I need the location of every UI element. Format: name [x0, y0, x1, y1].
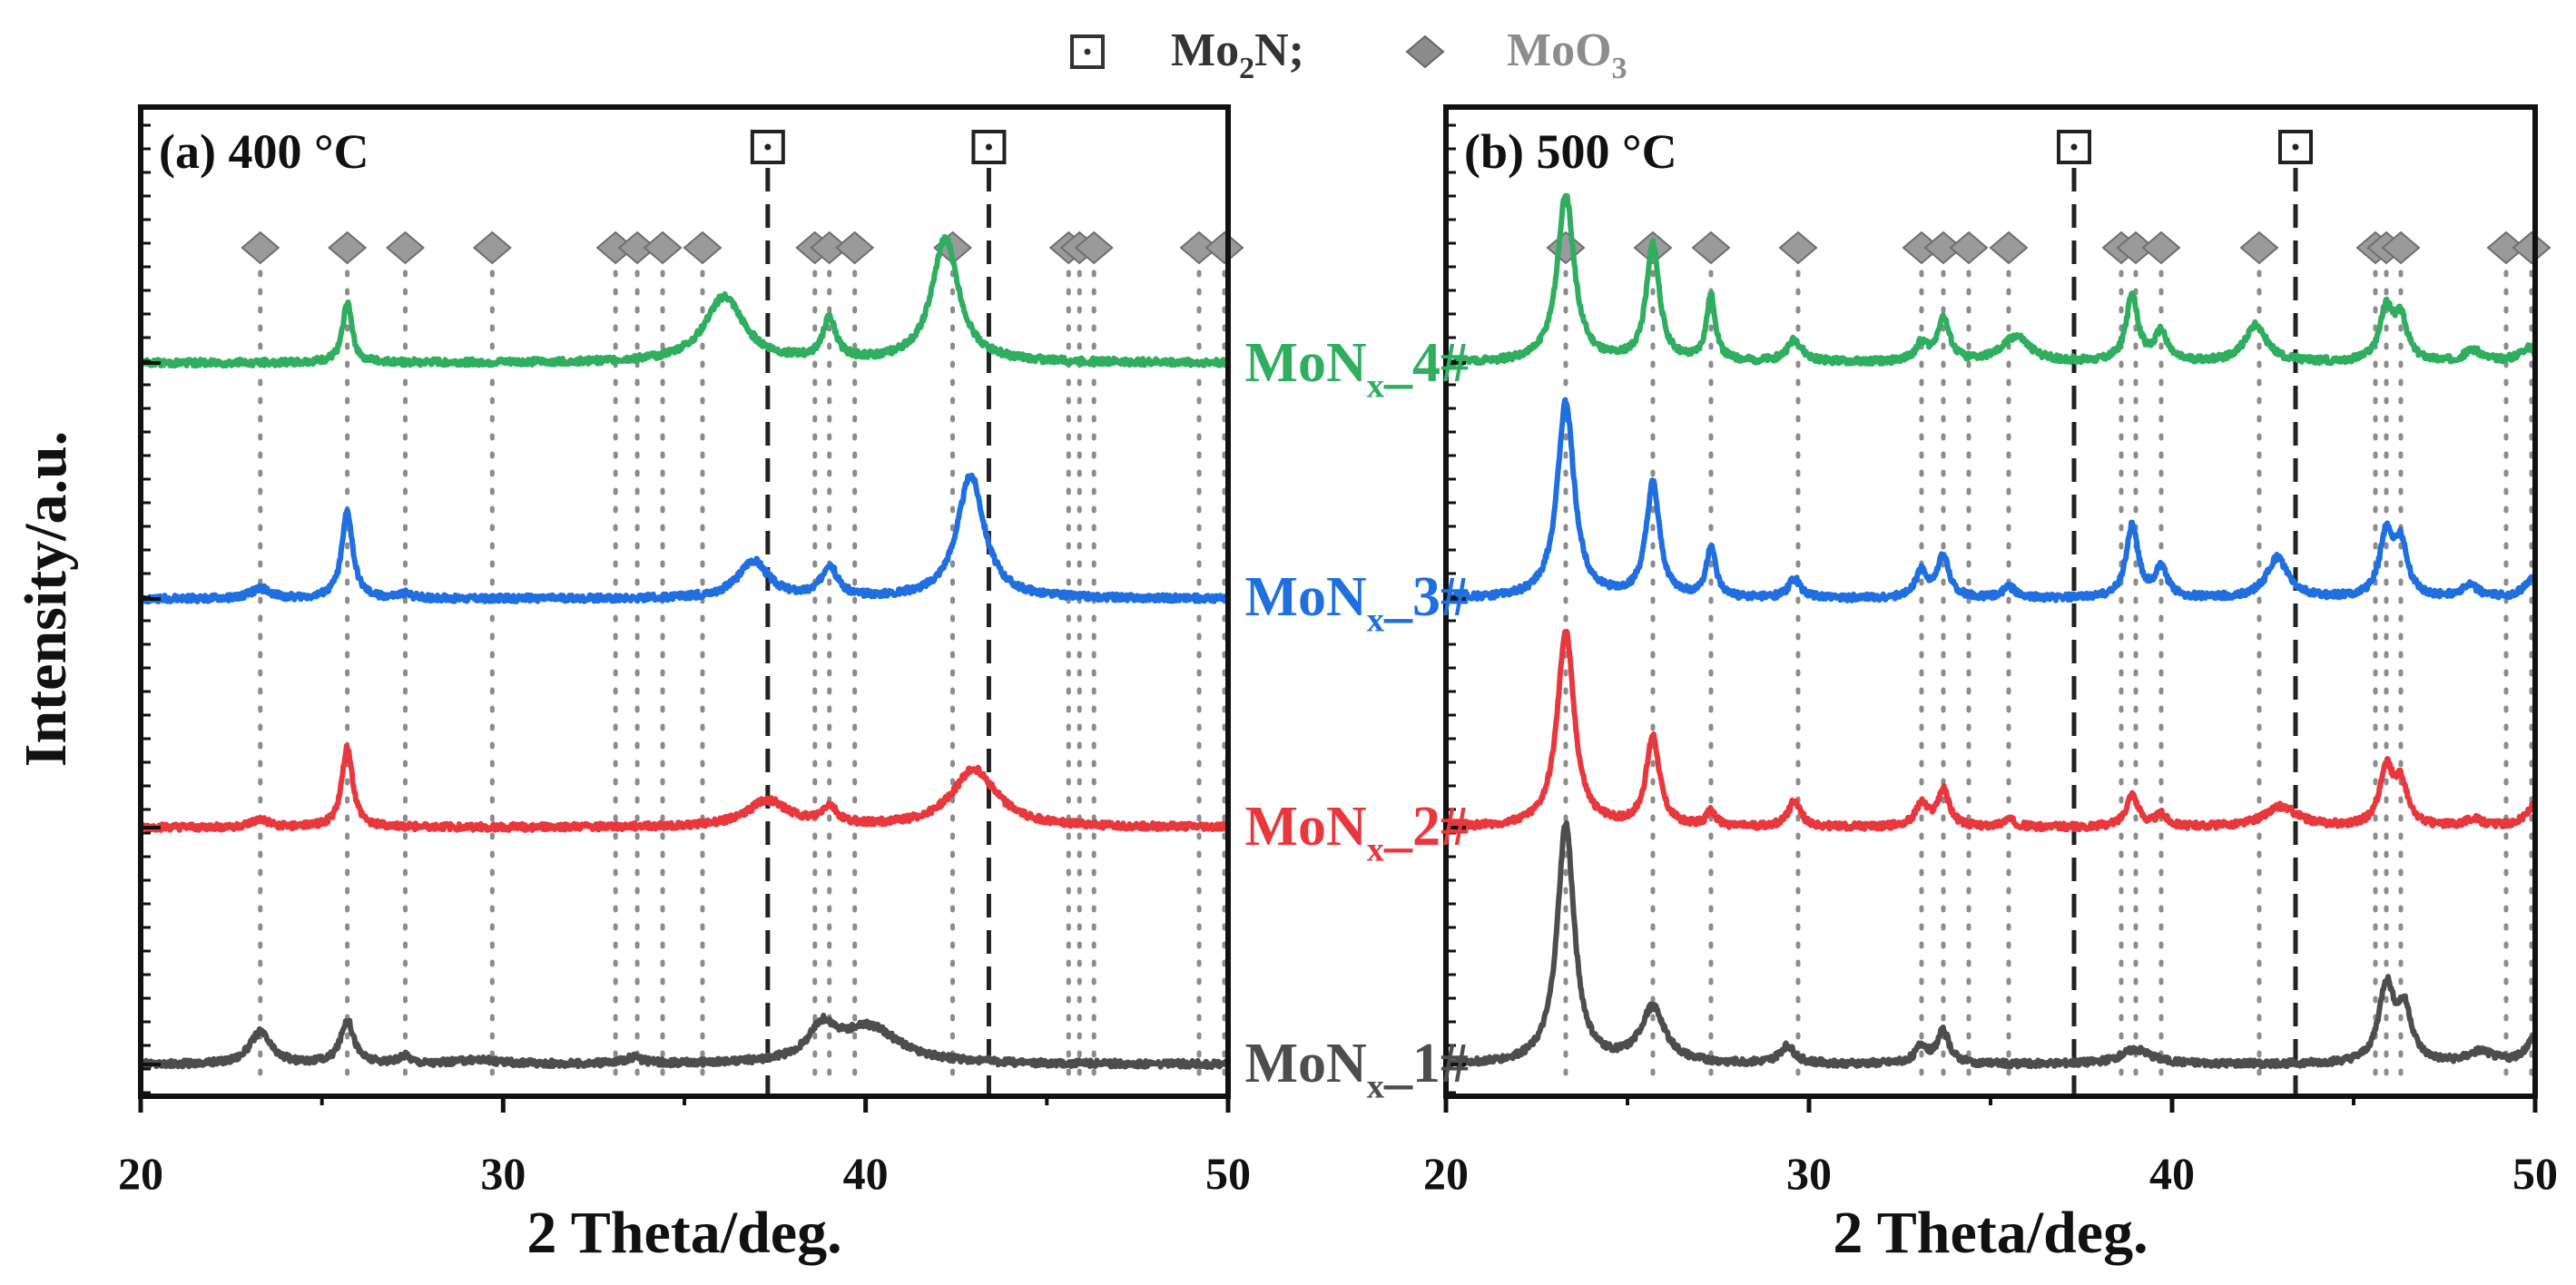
series-label-4-tail: _4#	[1383, 332, 1469, 394]
series-label-1: MoNx_1#	[1244, 1033, 1469, 1105]
y-axis-label: Intensity/a.u.	[13, 431, 79, 767]
series-label-3-sub: x	[1367, 601, 1384, 639]
series-line-MoNx_3#	[1443, 397, 2538, 603]
series-label-4: MoNx_4#	[1244, 332, 1469, 405]
series-label-3-tail: _3#	[1383, 566, 1469, 628]
series-label-2-sub: x	[1367, 830, 1384, 868]
moo3-diamond-marker	[2239, 231, 2279, 265]
x-tick-label: 20	[118, 1148, 163, 1199]
moo3-diamond-marker	[2141, 231, 2181, 265]
series-label-3-base: MoN	[1244, 566, 1366, 628]
moo3-diamond-marker	[1204, 231, 1244, 265]
series-label-1-tail: _1#	[1383, 1033, 1469, 1094]
mo2n-legend-label: Mo2N;	[1171, 25, 1304, 85]
moo3-diamond-marker	[2512, 231, 2551, 265]
mo2n-legend-marker	[1070, 34, 1105, 69]
moo3-diamond-marker	[2381, 231, 2421, 265]
mo2n-boxed-dot-marker	[750, 130, 785, 164]
moo3-base: MoO	[1507, 25, 1612, 76]
x-tick-label: 40	[2149, 1148, 2195, 1199]
series-label-4-sub: x	[1367, 367, 1384, 405]
series-label-2: MoNx_2#	[1244, 796, 1469, 868]
series-line-MoNx_4#	[1443, 192, 2538, 368]
mo2n-boxed-dot-marker	[2278, 130, 2313, 164]
moo3-legend-label: MoO3	[1507, 25, 1627, 85]
moo3-diamond-marker	[1691, 231, 1731, 265]
mo2n-boxed-dot-marker	[2057, 130, 2091, 164]
series-label-1-base: MoN	[1244, 1033, 1366, 1094]
mo2n-dot	[764, 143, 772, 151]
x-axis-label: 2 Theta/deg.	[1833, 1200, 2148, 1266]
series-label-1-sub: x	[1367, 1067, 1384, 1105]
moo3-sub: 3	[1612, 52, 1627, 85]
moo3-diamond-marker	[1989, 231, 2029, 265]
mo2n-base: Mo	[1171, 25, 1239, 76]
series-line-MoNx_2#	[1443, 628, 2538, 833]
x-tick-label: 40	[843, 1148, 889, 1199]
panel-title: (a) 400 °C	[159, 124, 369, 179]
panel-title: (b) 500 °C	[1464, 124, 1677, 179]
series-line-MoNx_4#	[138, 233, 1231, 369]
mo2n-tail: N;	[1254, 25, 1304, 76]
series-label-2-base: MoN	[1244, 796, 1366, 858]
moo3-diamond-marker	[1546, 231, 1586, 265]
series-line-MoNx_1#	[1443, 819, 2538, 1070]
moo3-diamond-marker	[472, 231, 512, 265]
legend: Mo2N; MoO3	[1070, 25, 1627, 85]
mo2n-dot	[2292, 143, 2299, 151]
diamond-icon	[1405, 34, 1445, 69]
moo3-diamond-marker	[385, 231, 426, 265]
panel-b: 20 30 40 50 2 Theta/deg. (b) 500 °C	[1423, 104, 2558, 1266]
series-label-2-tail: _2#	[1383, 796, 1469, 858]
mo2n-dot	[2070, 143, 2078, 151]
moo3-diamond-marker	[643, 231, 683, 265]
series-label-3: MoNx_3#	[1244, 566, 1469, 639]
x-tick-label: 30	[480, 1148, 526, 1199]
x-tick-label: 30	[1786, 1148, 1832, 1199]
x-tick-label: 20	[1423, 1148, 1469, 1199]
moo3-diamond-marker	[241, 231, 280, 265]
moo3-diamond-marker	[1778, 231, 1818, 265]
mo2n-sub: 2	[1239, 52, 1254, 85]
panel-a: 20 30 40 50 2 Theta/deg. (a) 400 °C	[118, 104, 1251, 1266]
moo3-diamond-marker	[328, 231, 368, 265]
moo3-diamond-marker	[683, 231, 723, 265]
series-label-4-base: MoN	[1244, 332, 1366, 394]
boxed-dot-icon	[1070, 34, 1105, 69]
mo2n-dot	[985, 143, 992, 151]
series-line-MoNx_3#	[138, 472, 1231, 605]
x-tick-label: 50	[1205, 1148, 1251, 1199]
dot-icon	[1084, 48, 1091, 55]
moo3-diamond-marker	[1949, 231, 1989, 265]
series-line-MoNx_1#	[138, 1013, 1231, 1071]
series-line-MoNx_2#	[138, 742, 1231, 833]
x-tick-label: 50	[2512, 1148, 2558, 1199]
mo2n-boxed-dot-marker	[971, 130, 1007, 164]
moo3-diamond-marker	[1074, 231, 1114, 265]
moo3-diamond-marker	[835, 231, 875, 265]
x-axis-label: 2 Theta/deg.	[526, 1200, 841, 1266]
